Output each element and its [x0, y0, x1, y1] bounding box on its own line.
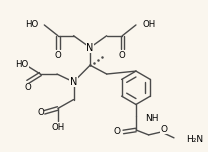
- Text: H₂N: H₂N: [186, 135, 203, 144]
- Text: N: N: [87, 43, 94, 53]
- Text: NH: NH: [145, 114, 158, 123]
- Text: HO: HO: [25, 21, 38, 29]
- Text: OH: OH: [143, 21, 156, 29]
- Text: O: O: [114, 128, 121, 136]
- Text: HO: HO: [15, 60, 28, 69]
- Text: O: O: [37, 108, 44, 117]
- Text: O: O: [119, 51, 126, 60]
- Text: OH: OH: [51, 123, 64, 131]
- Text: O: O: [24, 83, 31, 92]
- Text: O: O: [161, 124, 168, 133]
- Text: N: N: [70, 77, 77, 87]
- Text: O: O: [54, 51, 61, 60]
